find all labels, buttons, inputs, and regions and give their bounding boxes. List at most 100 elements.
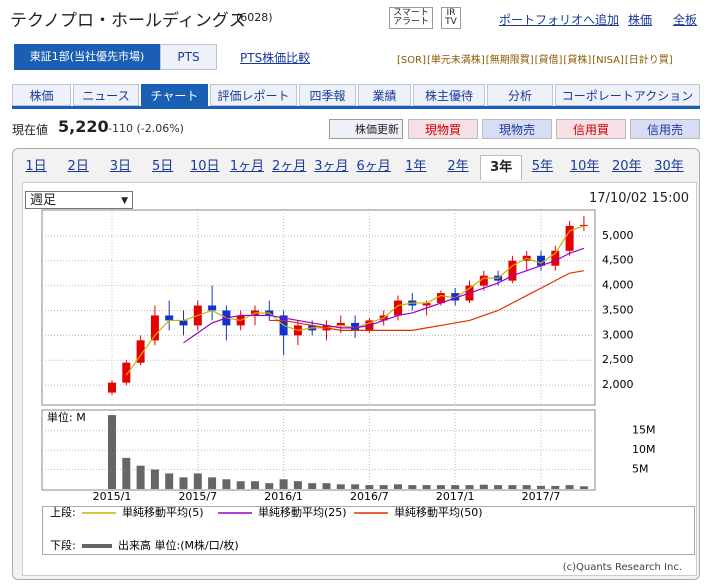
price-link[interactable]: 株価 [628,13,653,27]
trade-button[interactable]: 信用売 [630,119,700,139]
legend-upper: 上段: [50,505,76,519]
portfolio-link[interactable]: ポートフォリオへ追加 [499,13,620,27]
volume-bar [322,483,331,489]
candle-body [336,322,345,326]
nav-tab[interactable]: 四季報 [299,84,356,106]
volume-bar [422,485,431,489]
pts-compare[interactable]: PTS株価比較 [240,51,311,65]
volume-bar [551,485,560,489]
change: -110 (-2.06%) [108,122,184,135]
candle-body [351,322,360,331]
tag: [無期限買] [485,55,534,66]
candle-body [208,305,217,311]
period-tab[interactable]: 3ヶ月 [314,159,349,174]
volume-bar [236,481,245,489]
y-tick-label: 2,500 [602,353,634,366]
credit: (c)Quants Research Inc. [562,562,682,573]
nav-tab[interactable]: 分析 [487,84,553,106]
trade-button[interactable]: 現物売 [482,119,552,139]
period-tab[interactable]: 10年 [569,159,600,174]
period-tab[interactable]: 30年 [654,159,684,174]
tag: [NISA] [592,55,624,66]
candle-body [579,224,588,226]
price-label: 現在値 [12,123,49,137]
period-tab[interactable]: 1日 [25,159,47,174]
refresh-button[interactable]: 株価更新 [329,119,403,139]
label: スマート [393,8,429,18]
legend-label: 単純移動平均(25) [258,505,347,519]
period-tab[interactable]: 2ヶ月 [272,159,307,174]
stock-code: (6028) [236,11,273,24]
candle-body [422,303,431,306]
company-name: テクノプロ・ホールディングス [10,11,246,31]
volume-bar [565,485,574,489]
volume-bar [494,485,503,489]
period-tab[interactable]: 10日 [190,159,220,174]
legend-box [42,506,695,555]
period-tab[interactable]: 5年 [531,159,554,174]
nav-tab[interactable]: チャート [141,84,208,106]
market-tab[interactable]: 東証1部(当社優先市場) [14,44,160,70]
period-tab[interactable]: 3年 [480,155,523,180]
volume-bar [451,485,460,489]
x-tick-label: 2016/1 [264,490,303,503]
legend-lower: 下段: [50,538,76,552]
candle-body [451,293,460,301]
period-tab[interactable]: 5日 [151,159,174,174]
period-tab[interactable]: 3日 [109,159,132,174]
volume-tick-label: 10M [632,443,656,456]
volume-bar [265,483,274,489]
period-tab[interactable]: 1年 [405,159,427,174]
candle-body [122,362,131,383]
volume-bar [537,485,545,489]
period-tab[interactable]: 1ヶ月 [229,159,265,174]
volume-bar [208,477,217,489]
nav-tab[interactable]: 株価 [12,84,71,106]
y-tick-label: 3,000 [602,328,634,341]
candle-body [165,315,174,321]
interval-select[interactable]: 週足 ▼ [25,191,133,209]
candle-body [394,300,402,316]
trade-button[interactable]: 現物買 [408,119,478,139]
candle-body [136,340,145,363]
volume-bar [193,473,202,489]
smart-alert[interactable]: スマート アラート [389,7,433,29]
nav-tab[interactable]: ニュース [73,84,139,106]
legend-label: 単純移動平均(50) [394,505,483,519]
volume-bar [179,477,188,489]
volume-tick-label: 5M [632,463,649,476]
tag: [貸株] [563,55,592,66]
volume-bar [222,479,231,489]
nav-tab[interactable]: 評価レポート [210,84,297,106]
board-link[interactable]: 全板 [673,13,698,27]
x-tick-label: 2017/1 [436,490,475,503]
volume-unit: 単位: M [47,410,86,424]
period-tab[interactable]: 20年 [612,159,642,174]
tag: [貸借] [534,55,563,66]
legend-label: 単純移動平均(5) [122,505,204,519]
period-tab[interactable]: 2日 [67,159,89,174]
tag: [日計り買] [624,55,673,66]
volume-bar [365,485,374,489]
volume-bar [251,481,259,489]
tags: [SOR][単元未満株][無期限買][貸借][貸株][NISA][日計り買] [397,51,674,66]
volume-bar [308,483,317,489]
candle-body [537,255,545,266]
nav-tab[interactable]: 業績 [358,84,411,106]
nav-rule [12,106,700,109]
x-tick-label: 2017/7 [522,490,561,503]
tag: [SOR] [397,55,426,66]
nav-tab[interactable]: 株主優待 [413,84,485,106]
ir-tv[interactable]: IR TV [441,7,461,29]
trade-button[interactable]: 信用買 [556,119,626,139]
pts-tab[interactable]: PTS [160,44,217,70]
volume-bar [165,473,174,489]
nav-tab[interactable]: コーポレートアクション [555,84,700,106]
candle-body [508,260,517,281]
volume-bar [136,465,145,489]
ma-line [183,247,585,344]
period-tab[interactable]: 6ヶ月 [356,159,391,174]
period-tab[interactable]: 2年 [447,159,469,174]
volume-bar [279,479,288,489]
